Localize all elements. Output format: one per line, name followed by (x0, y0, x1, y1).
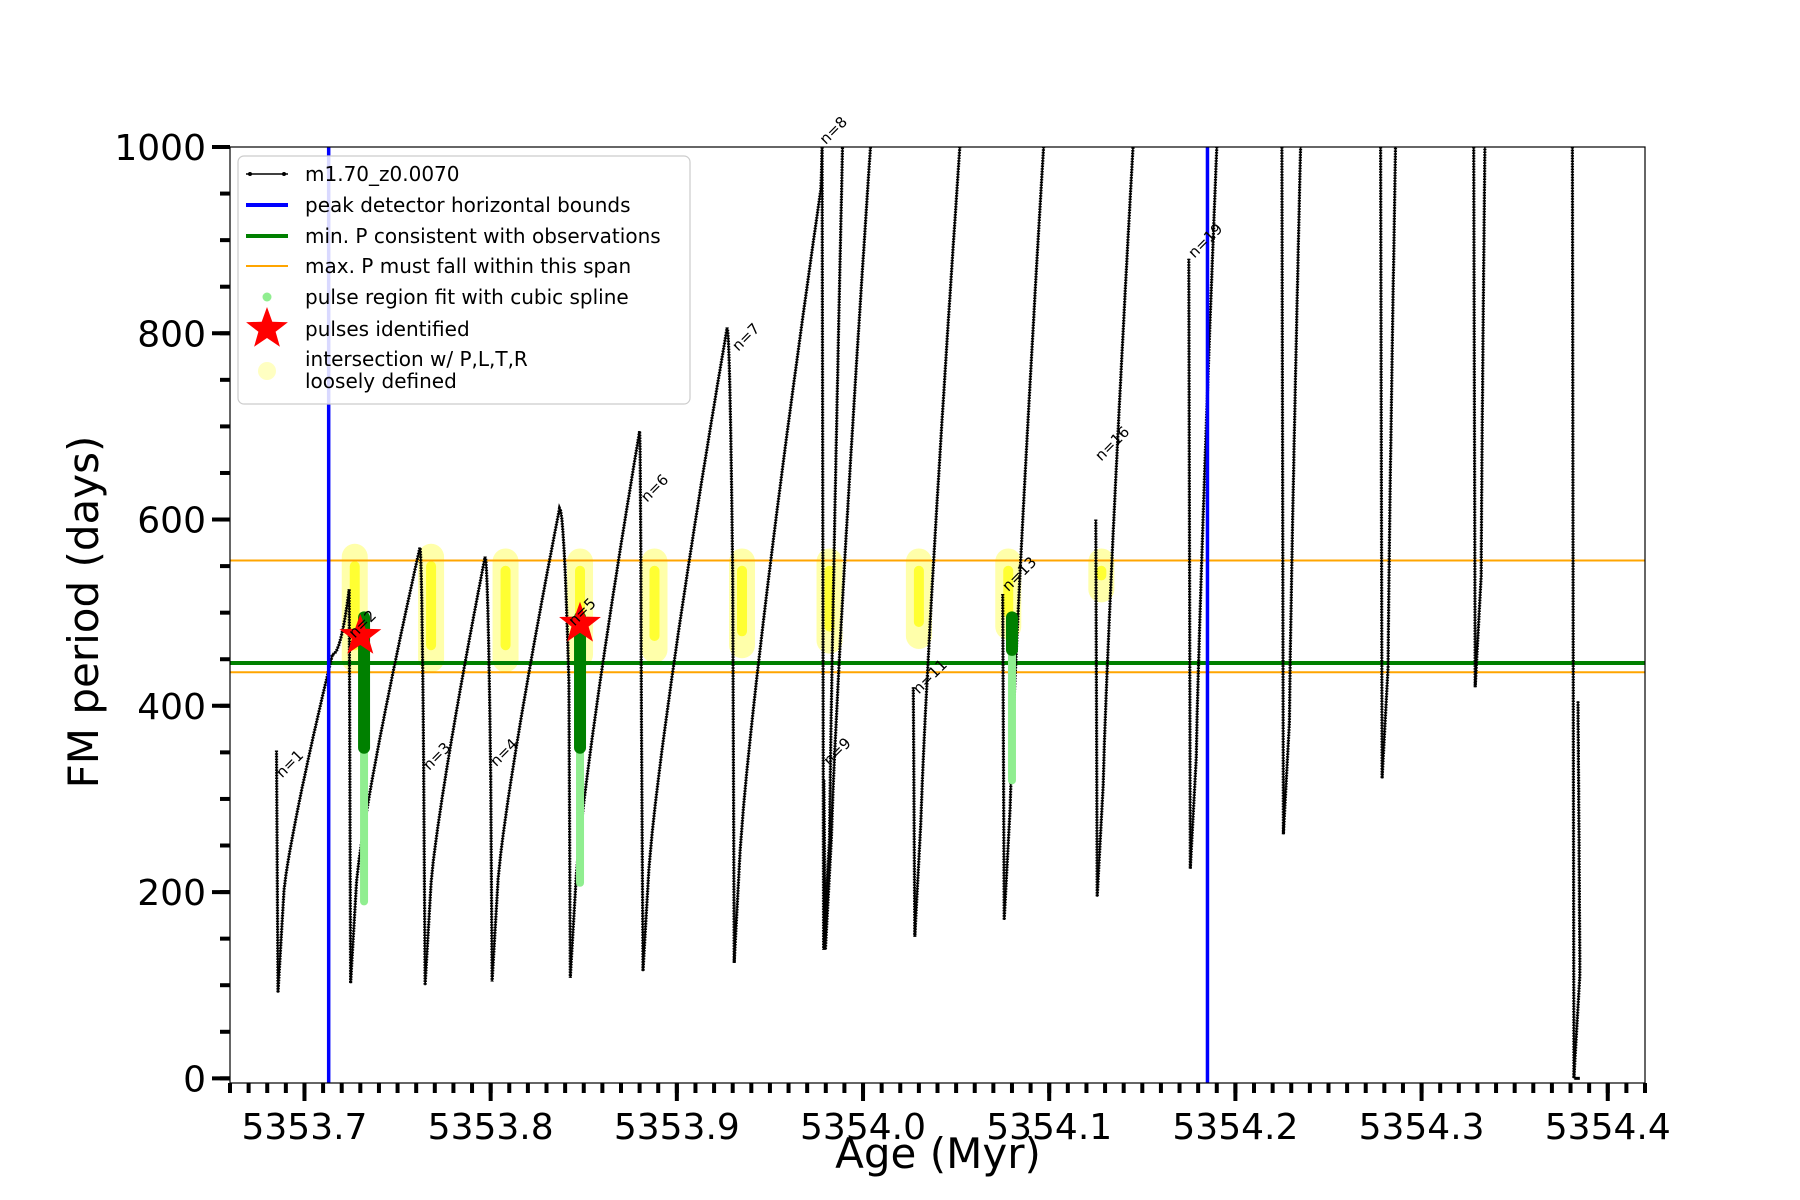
pulses-identified (339, 601, 601, 654)
legend-label: min. P consistent with observations (305, 224, 661, 248)
spline-fit-regions (358, 611, 1018, 906)
legend-series-dot (248, 172, 252, 176)
legend-label: pulses identified (305, 317, 470, 341)
legend-label: peak detector horizontal bounds (305, 193, 631, 217)
period-series (274, 147, 1582, 1080)
y-tick-label: 1000 (114, 128, 206, 169)
pulse-curve-line (422, 556, 492, 986)
axes: 5353.7 5353.8 5353.9 5354.0 5354.1 5354.2 5354… (114, 128, 1670, 1148)
legend-label: max. P must fall within this span (305, 254, 631, 278)
pulse-curve-line (912, 147, 961, 937)
pulse-curve-line (275, 589, 350, 993)
y-tick-label: 400 (137, 687, 206, 728)
legend-box (237, 155, 691, 405)
pulse-curve-line (640, 327, 734, 972)
pulse-curve-line (1571, 147, 1581, 1079)
legend-star-swatch (246, 307, 288, 347)
x-tick-label: 5354.4 (1545, 1107, 1671, 1148)
legend-label: intersection w/ P,L,T,R (305, 347, 528, 371)
y-tick-label: 800 (137, 314, 206, 355)
y-tick-label: 200 (137, 873, 206, 914)
x-tick-label: 5353.7 (241, 1107, 367, 1148)
legend-series-dot (282, 172, 286, 176)
x-tick-label: 5354.3 (1359, 1107, 1485, 1148)
pulse-curve-line (1281, 147, 1302, 835)
pulse-curve-line (568, 430, 643, 978)
pulse-curve-line (489, 505, 570, 982)
x-axis-title: Age (Myr) (835, 1129, 1041, 1178)
x-tick-label: 5354.2 (1172, 1107, 1298, 1148)
pulse-curve-line (731, 147, 823, 963)
legend-blob-swatch (258, 362, 276, 380)
pulse-curve-line (1472, 147, 1486, 688)
y-tick-label: 0 (183, 1059, 206, 1100)
legend-label: m1.70_z0.0070 (305, 162, 460, 186)
x-tick-label: 5353.8 (428, 1107, 554, 1148)
pulse-curve-line (1095, 147, 1134, 897)
pulse-star (339, 614, 382, 654)
pulse-curve-line (821, 147, 844, 950)
x-tick-label: 5353.9 (614, 1107, 740, 1148)
intersection-regions (341, 543, 1115, 673)
pulse-star (559, 601, 601, 642)
y-axis-title: FM period (days) (59, 436, 108, 789)
x-tick-label: 5354.0 (800, 1107, 926, 1148)
pulse-curve-line (1379, 147, 1397, 779)
x-tick-label: 5354.1 (986, 1107, 1112, 1148)
legend-dot-swatch (262, 292, 272, 302)
pulse-curve-line (1188, 147, 1218, 869)
pulse-curve-line (823, 147, 872, 950)
y-tick-label: 600 (137, 501, 206, 542)
legend-label: pulse region fit with cubic spline (305, 285, 629, 309)
legend-label-line2: loosely defined (305, 369, 457, 393)
